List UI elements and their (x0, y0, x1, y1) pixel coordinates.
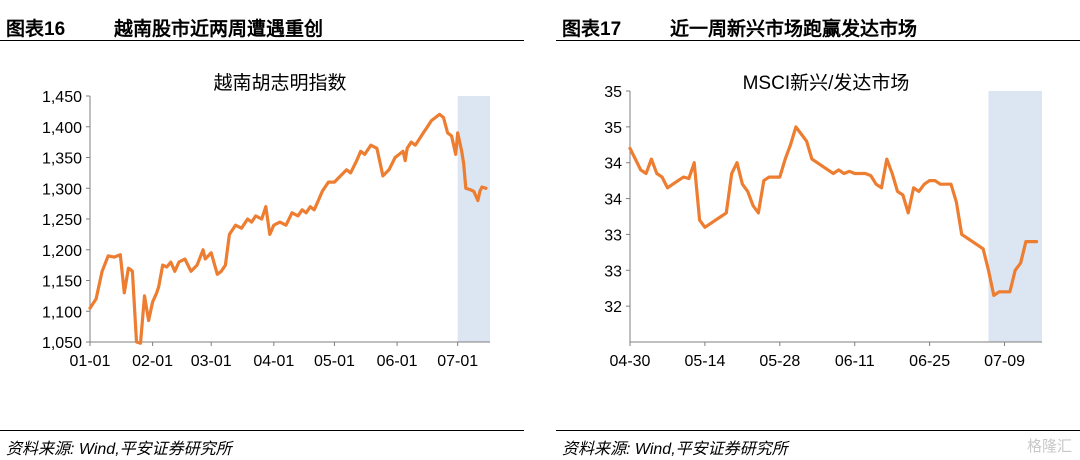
panel-vietnam: 图表16 越南股市近两周遭遇重创 越南胡志明指数 1,450 1,400 1,350 1,… (0, 0, 524, 460)
y-tick-label: 1,200 (42, 243, 82, 260)
bottom-rule (0, 430, 524, 431)
x-tick-label: 07-09 (984, 353, 1025, 370)
watermark: 格隆汇 (1026, 438, 1072, 455)
x-tick-label: 05-14 (684, 353, 725, 370)
top-rule (556, 40, 1080, 41)
y-tick-label: 1,150 (42, 274, 82, 291)
bottom-rule (556, 430, 1080, 431)
chart-title: 越南胡志明指数 (213, 72, 346, 94)
y-tick-label: 35 (604, 120, 622, 137)
series-line (628, 125, 1039, 297)
highlight-band (988, 91, 1042, 342)
figure-caption: 越南股市近两周遭遇重创 (114, 19, 324, 40)
x-tick-label: 06-01 (377, 353, 418, 370)
y-tick-label: 1,250 (42, 212, 82, 229)
y-tick-label: 32 (604, 299, 622, 316)
chart-vietnam-index: 越南胡志明指数 1,450 1,400 1,350 1,300 1,250 1,200 1,1… (42, 72, 490, 370)
x-tick-label: 04-30 (610, 353, 651, 370)
source-note: 资料来源: Wind,平安证券研究所 (562, 441, 788, 458)
x-tick-label: 06-25 (909, 353, 950, 370)
x-tick-label: 01-01 (70, 353, 111, 370)
x-tick-label: 05-28 (759, 353, 800, 370)
figure-title: 图表16 越南股市近两周遭遇重创 (6, 14, 323, 41)
y-tick-label: 34 (604, 156, 622, 173)
chart-title: MSCI新兴/发达市场 (743, 72, 910, 94)
highlight-band (457, 96, 490, 342)
y-tick-label: 1,400 (42, 120, 82, 137)
y-tick-label: 1,100 (42, 304, 82, 321)
x-tick-label: 04-01 (253, 353, 294, 370)
y-tick-label: 1,050 (42, 335, 82, 352)
source-note: 资料来源: Wind,平安证券研究所 (6, 441, 232, 458)
y-tick-label: 34 (604, 192, 622, 209)
y-tick-label: 35 (604, 84, 622, 101)
y-tick-label: 1,350 (42, 151, 82, 168)
y-tick-label: 33 (604, 263, 622, 280)
figure-label: 图表16 (6, 19, 66, 40)
x-tick-label: 07-01 (437, 353, 478, 370)
panel-msci: 图表17 近一周新兴市场跑赢发达市场 MSCI新兴/发达市场 35 35 34 34 33 3… (556, 0, 1080, 460)
x-tick-label: 03-01 (191, 353, 232, 370)
figure-title: 图表17 近一周新兴市场跑赢发达市场 (562, 14, 917, 41)
y-tick-label: 1,450 (42, 89, 82, 106)
figure-caption: 近一周新兴市场跑赢发达市场 (670, 19, 918, 40)
figure-label: 图表17 (562, 19, 622, 40)
x-tick-label: 05-01 (314, 353, 355, 370)
series-line (88, 112, 488, 345)
y-tick-label: 33 (604, 227, 622, 244)
top-rule (0, 40, 524, 41)
chart-msci-ratio: MSCI新兴/发达市场 35 35 34 34 33 33 32 04-30 05-14 05-28… (604, 72, 1042, 370)
y-tick-label: 1,300 (42, 181, 82, 198)
x-tick-label: 06-11 (835, 353, 875, 370)
x-tick-label: 02-01 (132, 353, 173, 370)
